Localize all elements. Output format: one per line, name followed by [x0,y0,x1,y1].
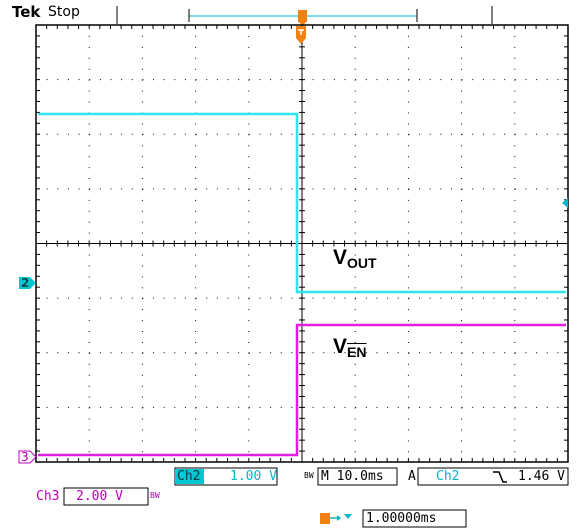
ch3-ground-marker[interactable] [18,450,37,464]
ch3-marker-label: 3 [21,450,29,464]
trigger-position-marker[interactable] [296,26,306,44]
ch3-bw-limit-icon: BW [150,491,160,500]
record-view-bar [116,6,493,26]
graticule-grid [35,24,569,463]
trigger-source[interactable]: Ch2 [436,469,460,484]
bw-limit-icon: BW [304,471,314,480]
ch3-waveform [38,323,566,457]
timebase-box [317,467,398,486]
ch2-name[interactable]: Ch2 [177,469,201,484]
vout-label: VOUT [333,246,377,271]
ch2-waveform [38,112,566,294]
ch2-ground-marker[interactable] [19,277,36,289]
delay-readout-box [362,509,467,528]
trigger-readout-box [417,467,569,486]
trigger-level[interactable]: 1.46 V [518,469,565,484]
trigger-level-marker[interactable] [562,198,568,208]
falling-edge-icon [493,471,507,483]
ch3-readout-box [63,487,149,506]
brand-logo: Tek [12,3,41,21]
ch2-marker-label: 2 [21,276,30,290]
acquisition-mode: A [408,469,416,484]
timebase-readout[interactable]: M 10.0ms [321,469,384,484]
ch2-scale[interactable]: 1.00 V [230,469,277,484]
trigger-delay-value[interactable]: 1.00000ms [366,511,437,526]
acquisition-status: Stop [48,4,80,20]
ven-label: VEN [333,335,367,360]
ch3-name[interactable]: Ch3 [36,489,60,504]
ch3-scale[interactable]: 2.00 V [76,489,123,504]
trigger-delay-icon [320,513,352,524]
